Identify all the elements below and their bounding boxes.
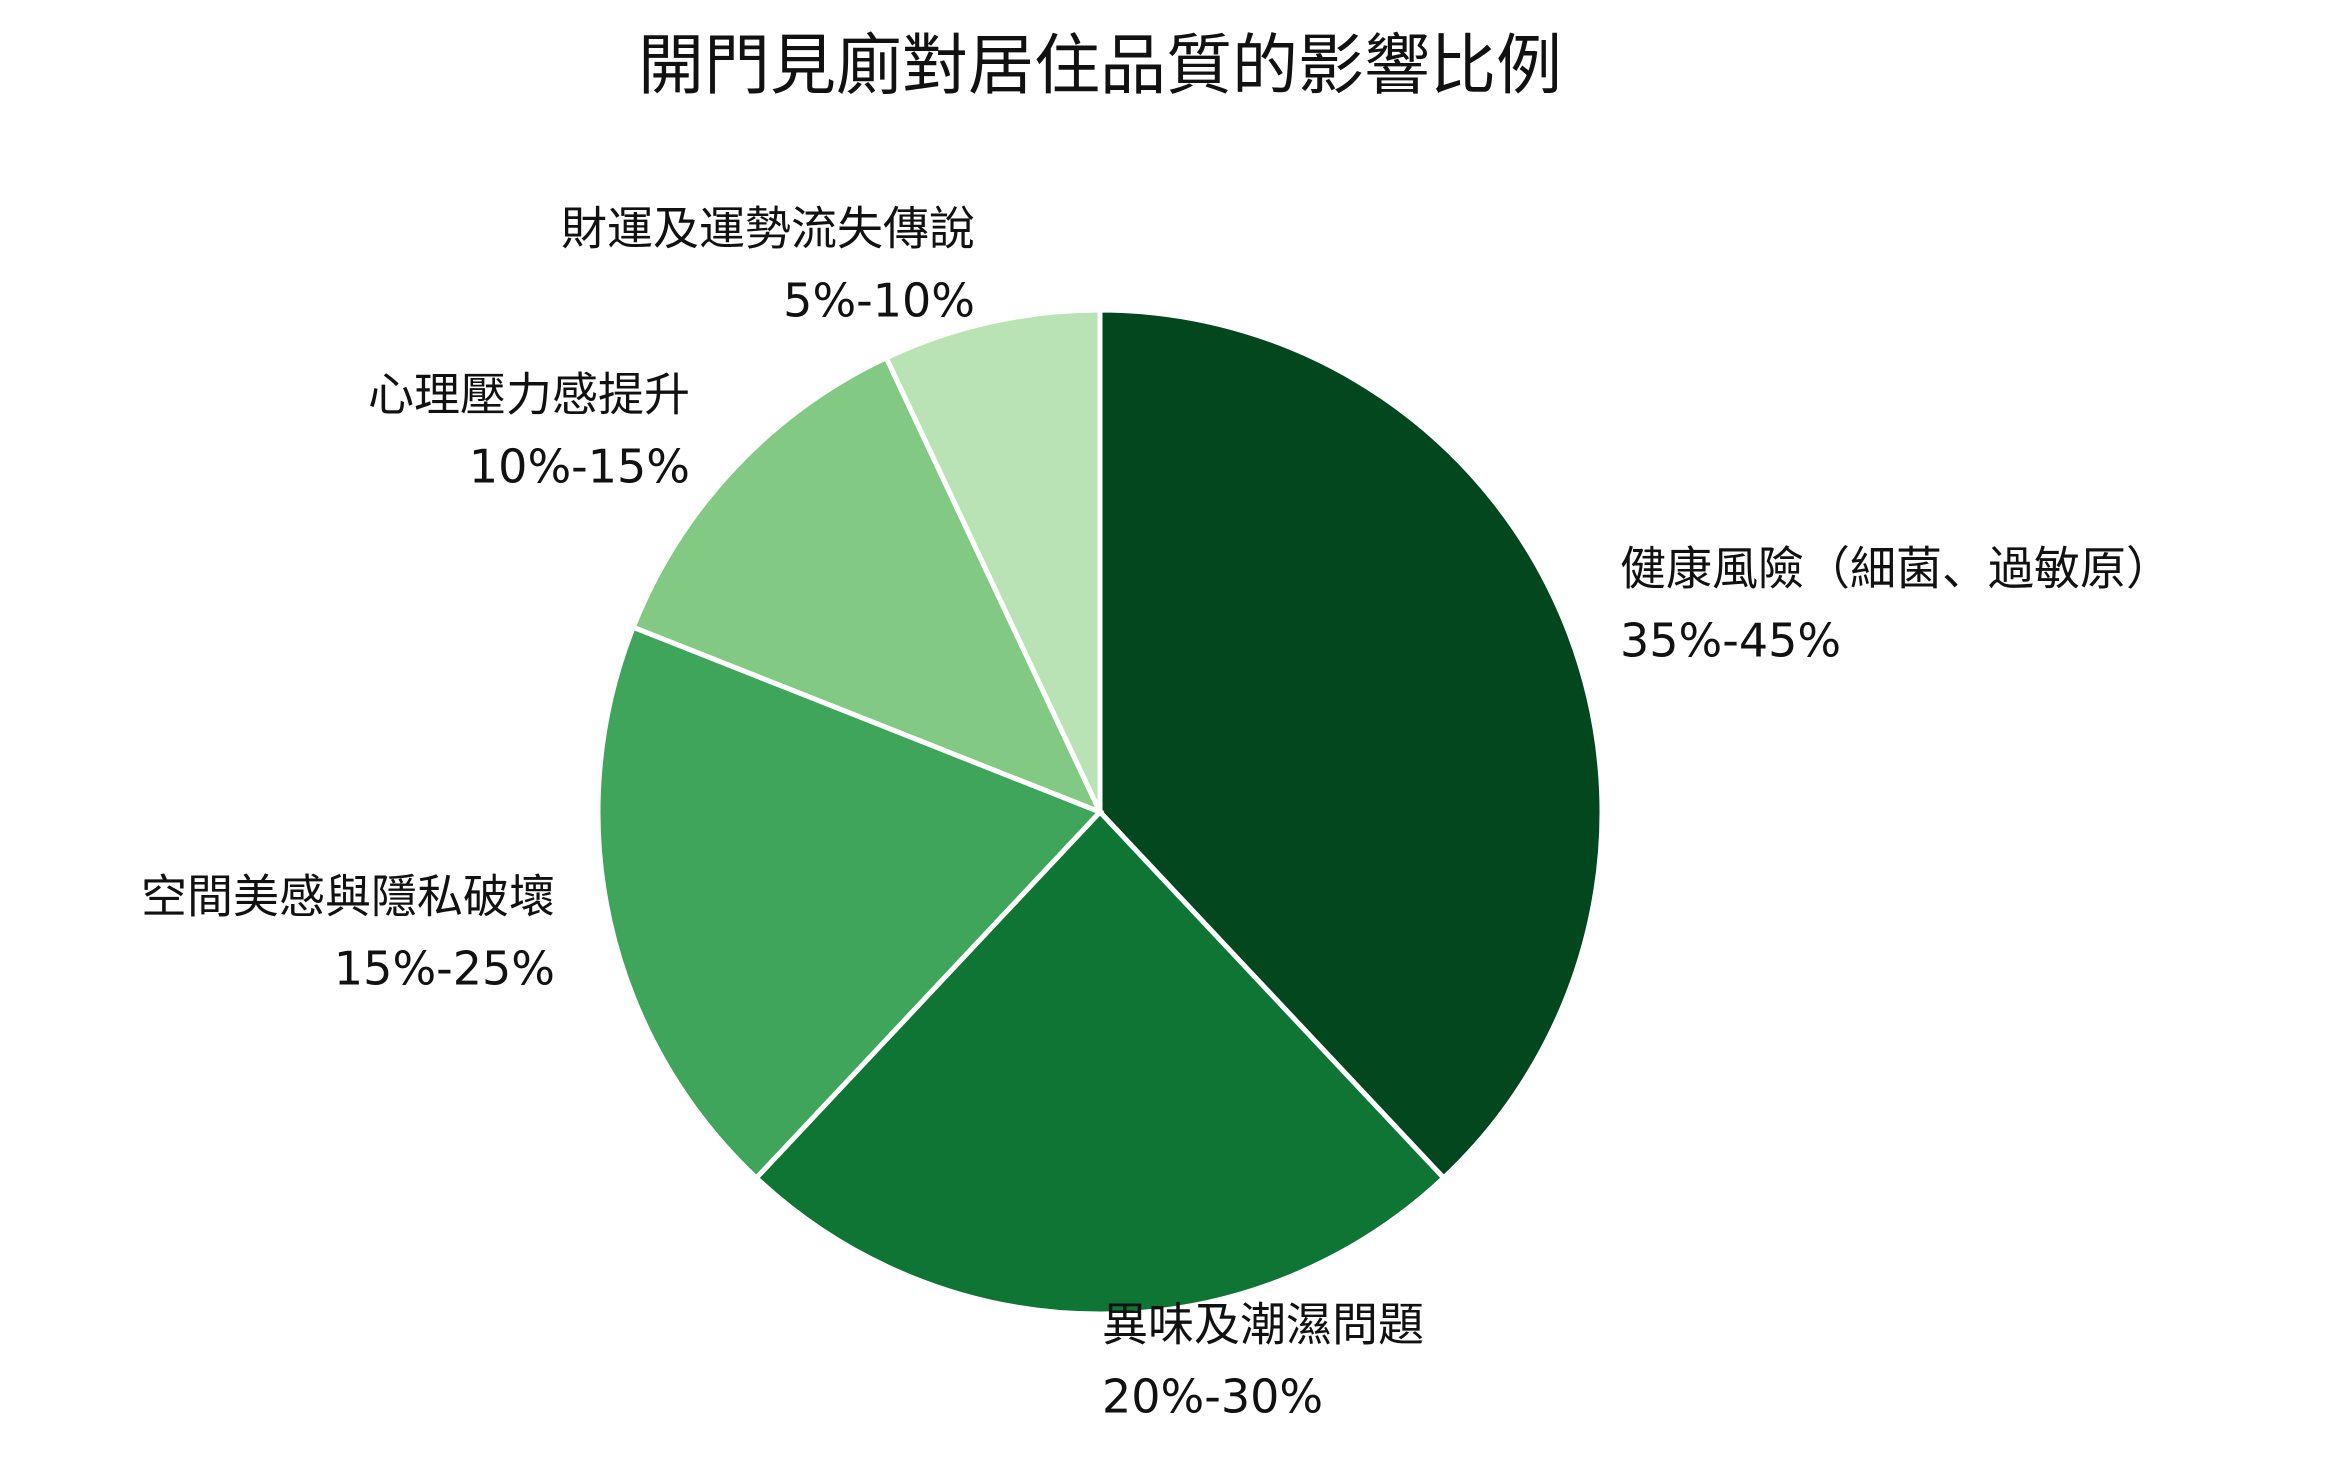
pie-slice — [752, 808, 1448, 1317]
slice-label: 財運及運勢流失傳說 — [561, 202, 975, 256]
pie-slice — [882, 307, 1103, 814]
pie-slice — [1097, 307, 1605, 1182]
slice-value-label: 35%-45% — [1620, 614, 1841, 668]
slice-value-label: 5%-10% — [783, 274, 975, 328]
slice-label: 健康風險（細菌、過敏原） — [1620, 542, 2172, 596]
slice-label: 心理壓力感提升 — [368, 368, 690, 422]
chart-title: 開門見廁對居住品質的影響比例 — [638, 27, 1562, 104]
slice-label: 異味及潮濕問題 — [1102, 1298, 1424, 1352]
slice-value-label: 10%-15% — [469, 440, 690, 494]
pie-slice — [630, 354, 1105, 817]
slice-label: 空間美感與隱私破壞 — [141, 870, 555, 924]
slice-value-label: 20%-30% — [1102, 1370, 1323, 1424]
slice-value-label: 15%-25% — [334, 942, 555, 996]
